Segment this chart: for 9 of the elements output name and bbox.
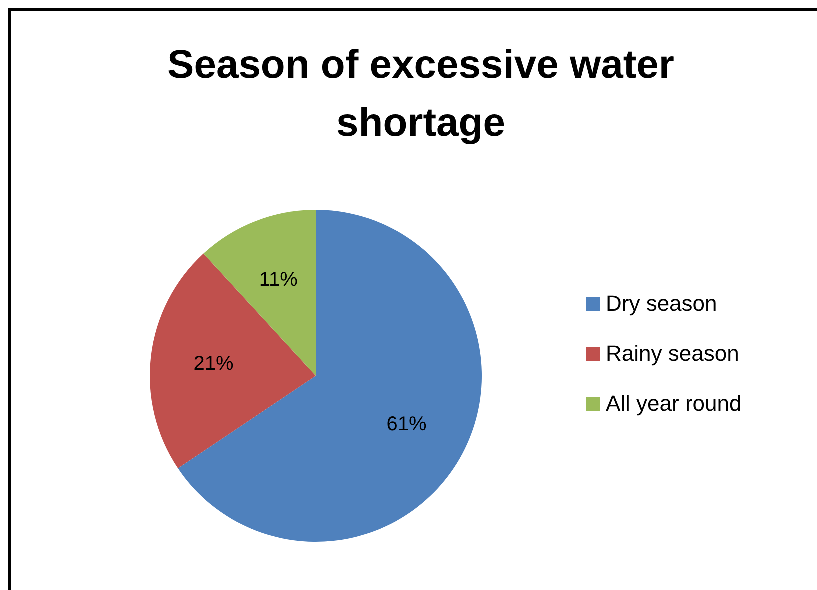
data-label: 61% — [386, 413, 428, 436]
legend-label: Dry season — [606, 291, 718, 317]
data-label: 11% — [259, 269, 298, 292]
data-label: 21% — [194, 352, 234, 375]
pie-slice — [150, 254, 316, 469]
chart-title: Season of excessive water shortage — [166, 42, 676, 147]
legend-label: All year round — [606, 391, 742, 417]
pie-slice — [178, 210, 482, 542]
legend-label: Rainy season — [606, 341, 740, 367]
